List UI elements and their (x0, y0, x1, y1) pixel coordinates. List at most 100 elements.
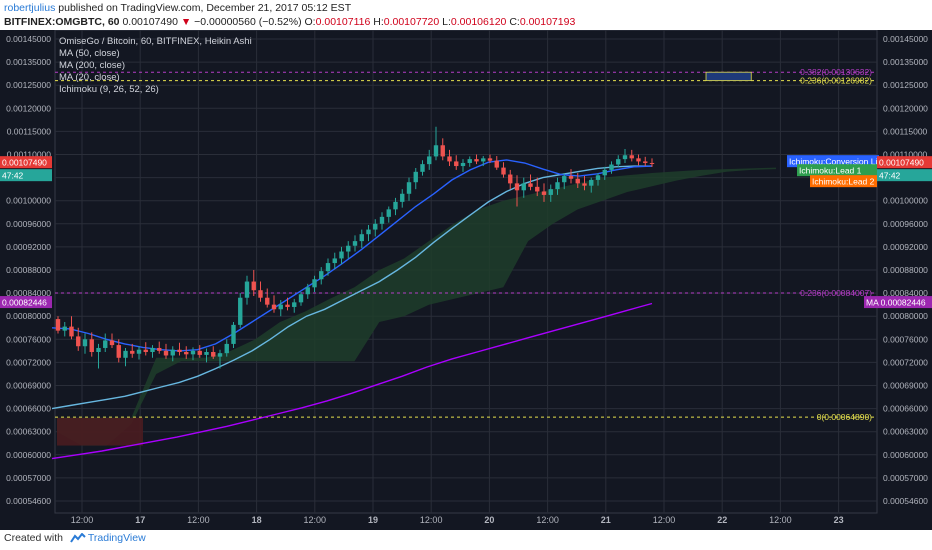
x-tick: 12:00 (653, 515, 676, 525)
candle-body (420, 164, 425, 172)
candle-body (602, 169, 607, 176)
tradingview-logo-icon (70, 533, 86, 543)
candle-body (170, 349, 175, 356)
x-tick: 20 (484, 515, 494, 525)
y-tick-left: 0.00076000 (6, 334, 51, 344)
y-tick-left: 0.00115000 (7, 126, 52, 136)
candle-body (109, 340, 115, 346)
candle-body (136, 349, 142, 354)
ma200-line (51, 302, 653, 460)
y-tick-right: 0.00145000 (883, 34, 928, 44)
candle-body (163, 350, 169, 356)
candle-body (190, 350, 196, 355)
fib-label: 0(0.00064890) (817, 412, 872, 422)
candle-body (143, 349, 148, 353)
candle-body (89, 339, 94, 353)
y-tick-left: 0.00072000 (6, 357, 51, 367)
candle-body (501, 167, 506, 175)
candle-body (352, 241, 358, 246)
y-tick-left: 0.00084000 (6, 288, 51, 298)
y-tick-left: 0.00092000 (6, 242, 51, 252)
candle-body (157, 347, 162, 351)
candle-body (285, 304, 290, 307)
y-tick-left: 0.00063000 (6, 427, 51, 437)
candle-body (643, 161, 648, 163)
ichimoku-conversion-label: Ichimoku:Conversion Line (789, 157, 887, 167)
candle-body (103, 340, 108, 348)
y-tick-left: 0.00120000 (6, 103, 51, 113)
candle-body (332, 258, 337, 264)
candle-body (514, 183, 520, 191)
candle-body (244, 281, 250, 298)
ma200-label-left-bg (0, 296, 52, 309)
legend-item: MA (200, close) (59, 60, 125, 71)
candle-body (427, 156, 432, 165)
open-label: O: (304, 16, 316, 28)
candle-body (562, 176, 567, 183)
ichimoku-lead2-label-bg (810, 175, 877, 188)
y-tick-left: 0.00096000 (6, 219, 51, 229)
candle-body (440, 145, 445, 157)
y-tick-right: 0.00072000 (883, 357, 928, 367)
candle-body (616, 159, 621, 165)
y-tick-left: 0.00069000 (6, 381, 51, 391)
x-tick: 12:00 (536, 515, 559, 525)
ichimoku-lead1-label: Ichimoku:Lead 1 (799, 166, 862, 176)
current-price-label-right-bg (877, 156, 932, 169)
ichimoku-cloud (57, 167, 776, 446)
y-tick-right: 0.00060000 (883, 450, 928, 460)
candle-body (359, 234, 364, 242)
x-tick: 12:00 (304, 515, 327, 525)
change-value: −0.00000560 (−0.52%) (194, 16, 302, 28)
candle-body (622, 155, 628, 160)
y-tick-right: 0.00120000 (883, 103, 928, 113)
candle-body (433, 145, 439, 157)
candle-body (312, 279, 317, 288)
y-tick-right: 0.00135000 (883, 57, 928, 67)
open-value: 0.00107116 (315, 16, 371, 28)
y-tick-left: 0.00057000 (6, 473, 51, 483)
current-price-label-left: 0.00107490 (2, 158, 47, 168)
countdown-label-left: 47:42 (2, 171, 24, 181)
candle-body (582, 183, 587, 186)
price-chart[interactable]: 0.00145000 0.00145000 0.00135000 0.00135000… (0, 30, 932, 530)
candle-body (96, 347, 101, 353)
candle-body (231, 324, 236, 344)
current-price-label-left-bg (0, 156, 52, 169)
candle-body (609, 164, 614, 170)
x-tick: 12:00 (420, 515, 443, 525)
close-label: C: (509, 16, 520, 28)
candle-body (150, 347, 155, 353)
candle-body (487, 158, 493, 161)
y-tick-right: 0.00092000 (883, 242, 928, 252)
y-tick-right: 0.00088000 (883, 265, 928, 275)
ma200-label-right: MA 0.00082446 (866, 298, 926, 308)
low-label: L: (442, 16, 451, 28)
y-tick-right: 0.00110000 (883, 150, 928, 160)
candle-body (339, 251, 344, 259)
candle-body (292, 302, 297, 307)
candle-body (481, 158, 486, 162)
y-tick-left: 0.00100000 (6, 196, 51, 206)
candle-body (123, 350, 128, 358)
tradingview-brand[interactable]: TradingView (87, 532, 146, 544)
candle-body (346, 245, 351, 252)
x-tick: 12:00 (71, 515, 94, 525)
y-tick-left: 0.00145000 (6, 34, 51, 44)
y-tick-left: 0.00135000 (6, 57, 51, 67)
y-tick-right: 0.00115000 (883, 126, 928, 136)
x-tick: 12:00 (769, 515, 792, 525)
y-tick-right: 0.00057000 (883, 473, 928, 483)
legend-item: OmiseGo / Bitcoin, 60, BITFINEX, Heikin … (59, 36, 252, 47)
kumo-area (57, 167, 776, 446)
author-link[interactable]: robertjulius (4, 2, 56, 14)
y-tick-right: 0.00066000 (883, 404, 928, 414)
publish-info: published on TradingView.com, December 2… (58, 2, 352, 14)
x-tick: 19 (368, 515, 378, 525)
candle-body (379, 216, 385, 224)
candle-body (69, 326, 74, 337)
candle-body (629, 155, 634, 159)
candle-body (177, 349, 182, 353)
candle-body (393, 201, 398, 210)
candle-body (467, 159, 472, 163)
